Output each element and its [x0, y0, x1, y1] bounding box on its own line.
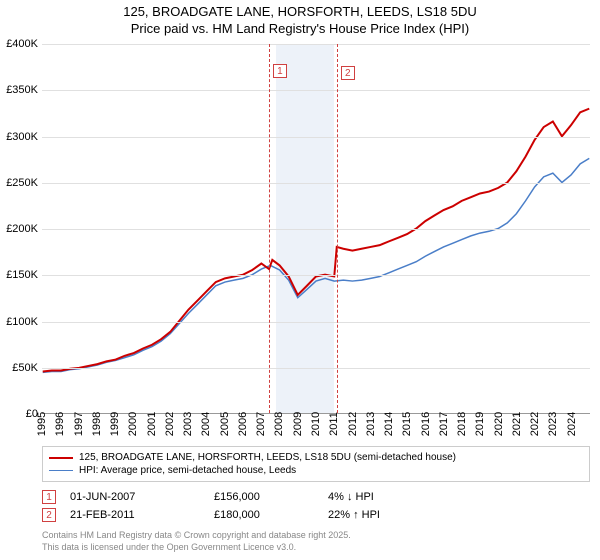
sale-marker-line [337, 44, 338, 413]
x-axis-label: 2010 [310, 412, 322, 436]
y-axis-label: £400K [6, 38, 38, 50]
y-axis-label: £300K [6, 131, 38, 143]
gridline [42, 275, 590, 276]
y-axis-label: £100K [6, 316, 38, 328]
sale-marker: 2 [42, 508, 56, 522]
x-axis-label: 1997 [73, 412, 85, 436]
footer-line: This data is licensed under the Open Gov… [42, 542, 296, 552]
legend-label: HPI: Average price, semi-detached house,… [79, 465, 296, 476]
y-axis-label: £250K [6, 177, 38, 189]
x-axis-label: 2003 [182, 412, 194, 436]
x-axis-label: 2014 [383, 412, 395, 436]
sale-marker-box: 1 [273, 64, 287, 78]
sale-marker-box: 2 [341, 66, 355, 80]
x-axis-label: 2016 [420, 412, 432, 436]
x-axis-label: 2009 [292, 412, 304, 436]
x-axis-label: 2022 [529, 412, 541, 436]
sale-hpi: 22% ↑ HPI [328, 509, 448, 521]
legend-item-property: 125, BROADGATE LANE, HORSFORTH, LEEDS, L… [49, 451, 583, 464]
gridline [42, 137, 590, 138]
gridline [42, 44, 590, 45]
sale-price: £156,000 [214, 491, 314, 503]
table-row: 1 01-JUN-2007 £156,000 4% ↓ HPI [42, 488, 590, 506]
x-axis-label: 2020 [493, 412, 505, 436]
sale-date: 21-FEB-2011 [70, 509, 200, 521]
gridline [42, 90, 590, 91]
legend: 125, BROADGATE LANE, HORSFORTH, LEEDS, L… [42, 446, 590, 482]
x-axis-label: 2024 [566, 412, 578, 436]
title-line-1: 125, BROADGATE LANE, HORSFORTH, LEEDS, L… [123, 4, 477, 19]
x-axis-label: 2017 [438, 412, 450, 436]
x-axis-label: 2006 [237, 412, 249, 436]
legend-item-hpi: HPI: Average price, semi-detached house,… [49, 464, 583, 477]
footer-line: Contains HM Land Registry data © Crown c… [42, 530, 351, 540]
sale-marker: 1 [42, 490, 56, 504]
x-axis-label: 2023 [547, 412, 559, 436]
sale-price: £180,000 [214, 509, 314, 521]
sale-hpi: 4% ↓ HPI [328, 491, 448, 503]
series-property [43, 109, 590, 372]
sale-marker-line [269, 44, 270, 413]
x-axis-label: 2018 [456, 412, 468, 436]
x-axis-label: 2012 [347, 412, 359, 436]
x-axis-label: 1995 [36, 412, 48, 436]
gridline [42, 183, 590, 184]
gridline [42, 322, 590, 323]
x-axis-label: 2004 [200, 412, 212, 436]
legend-swatch [49, 457, 73, 459]
sale-date: 01-JUN-2007 [70, 491, 200, 503]
gridline [42, 368, 590, 369]
footer-attribution: Contains HM Land Registry data © Crown c… [42, 530, 351, 553]
x-axis-label: 2002 [164, 412, 176, 436]
x-axis-label: 2011 [328, 412, 340, 436]
legend-swatch [49, 470, 73, 471]
x-axis-label: 2019 [474, 412, 486, 436]
x-axis-label: 1996 [54, 412, 66, 436]
chart-container: 125, BROADGATE LANE, HORSFORTH, LEEDS, L… [0, 0, 600, 560]
y-axis-label: £350K [6, 84, 38, 96]
gridline [42, 229, 590, 230]
series-hpi [43, 158, 590, 372]
title-line-2: Price paid vs. HM Land Registry's House … [131, 21, 469, 36]
y-axis-label: £50K [12, 362, 38, 374]
x-axis-label: 2013 [365, 412, 377, 436]
y-axis-label: £150K [6, 269, 38, 281]
sales-table: 1 01-JUN-2007 £156,000 4% ↓ HPI 2 21-FEB… [42, 488, 590, 524]
x-axis-label: 2015 [401, 412, 413, 436]
x-axis-label: 2021 [511, 412, 523, 436]
legend-label: 125, BROADGATE LANE, HORSFORTH, LEEDS, L… [79, 452, 456, 463]
x-axis-label: 1998 [91, 412, 103, 436]
table-row: 2 21-FEB-2011 £180,000 22% ↑ HPI [42, 506, 590, 524]
x-axis-label: 2001 [146, 412, 158, 436]
x-axis-label: 2008 [273, 412, 285, 436]
x-axis-label: 2007 [255, 412, 267, 436]
y-axis-label: £200K [6, 223, 38, 235]
chart-title: 125, BROADGATE LANE, HORSFORTH, LEEDS, L… [0, 0, 600, 38]
x-axis-label: 2000 [127, 412, 139, 436]
x-axis-label: 2005 [219, 412, 231, 436]
plot-area: £0£50K£100K£150K£200K£250K£300K£350K£400… [42, 44, 590, 414]
x-axis-label: 1999 [109, 412, 121, 436]
